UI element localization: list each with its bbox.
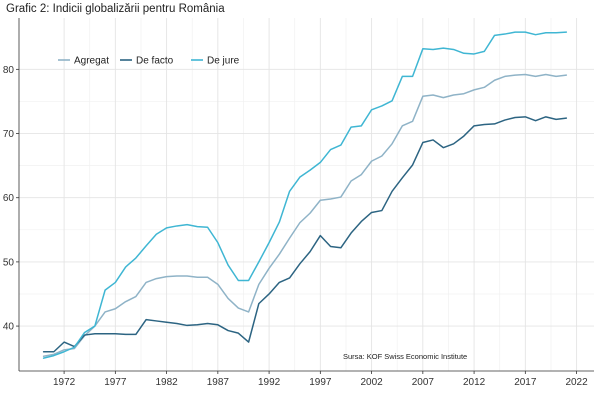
x-tick-label: 1987 xyxy=(207,377,230,388)
y-tick-label: 70 xyxy=(3,129,15,140)
x-tick-label: 1972 xyxy=(53,377,76,388)
legend-label: De jure xyxy=(207,56,240,67)
x-tick-label: 2022 xyxy=(565,377,588,388)
legend: Agregat De facto De jure xyxy=(58,56,240,67)
grid-minor xyxy=(19,18,594,371)
series-lines xyxy=(42,31,568,359)
grid-major xyxy=(19,18,594,371)
x-tick-label: 1992 xyxy=(258,377,281,388)
series-line-agregat xyxy=(42,73,568,357)
y-tick-label: 40 xyxy=(3,322,15,333)
x-tick-label: 2017 xyxy=(514,377,537,388)
axis-ticks xyxy=(16,18,594,374)
legend-label: De facto xyxy=(136,56,174,67)
legend-label: Agregat xyxy=(74,56,109,67)
tick-labels: 1972 1977 1982 1987 1992 1997 2002 2007 2012 2017… xyxy=(3,65,588,388)
y-tick-label: 50 xyxy=(3,257,15,268)
x-tick-label: 1982 xyxy=(155,377,178,388)
chart-title: Grafic 2: Indicii globalizării pentru Ro… xyxy=(6,3,225,15)
x-tick-label: 2007 xyxy=(412,377,435,388)
y-tick-label: 60 xyxy=(3,193,15,204)
source-note: Sursa: KOF Swiss Economic Institute xyxy=(343,352,467,361)
x-tick-label: 2012 xyxy=(463,377,486,388)
series-line-de-facto xyxy=(42,116,568,353)
x-tick-label: 1977 xyxy=(104,377,127,388)
series-line-de-jure xyxy=(42,31,568,359)
x-tick-label: 1997 xyxy=(309,377,332,388)
x-tick-label: 2002 xyxy=(360,377,383,388)
y-tick-label: 80 xyxy=(3,65,15,76)
